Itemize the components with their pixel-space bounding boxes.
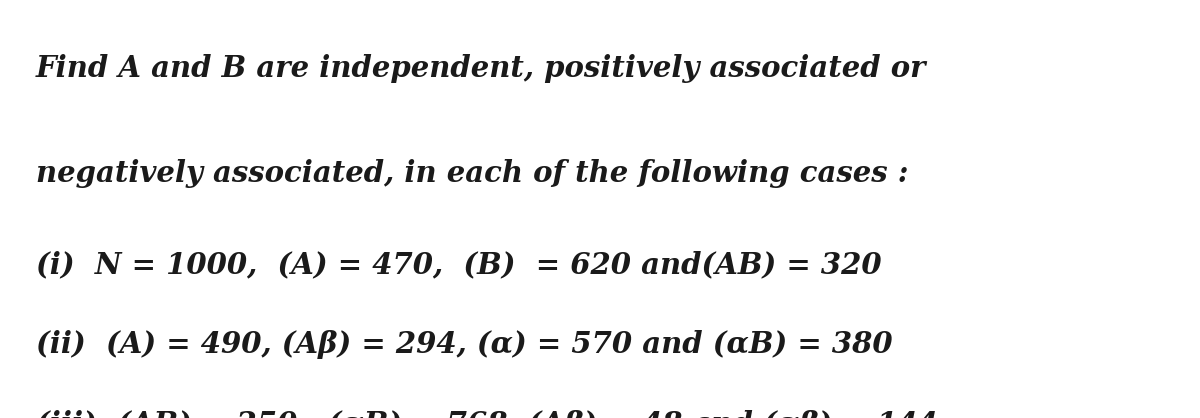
Text: (ii)  (A) = 490, (Aβ) = 294, (α) = 570 and (αB) = 380: (ii) (A) = 490, (Aβ) = 294, (α) = 570 an… [36,330,893,359]
Text: negatively associated, in each of the following cases :: negatively associated, in each of the fo… [36,159,908,188]
Text: (iii)  (AB) = 250,  (αB) = 768, (Aβ) = 48 and (αβ) = 144.: (iii) (AB) = 250, (αB) = 768, (Aβ) = 48 … [36,410,948,418]
Text: (i)  N = 1000,  (A) = 470,  (B)  = 620 and(AB) = 320: (i) N = 1000, (A) = 470, (B) = 620 and(A… [36,251,882,280]
Text: Find A and B are independent, positively associated or: Find A and B are independent, positively… [36,54,926,83]
